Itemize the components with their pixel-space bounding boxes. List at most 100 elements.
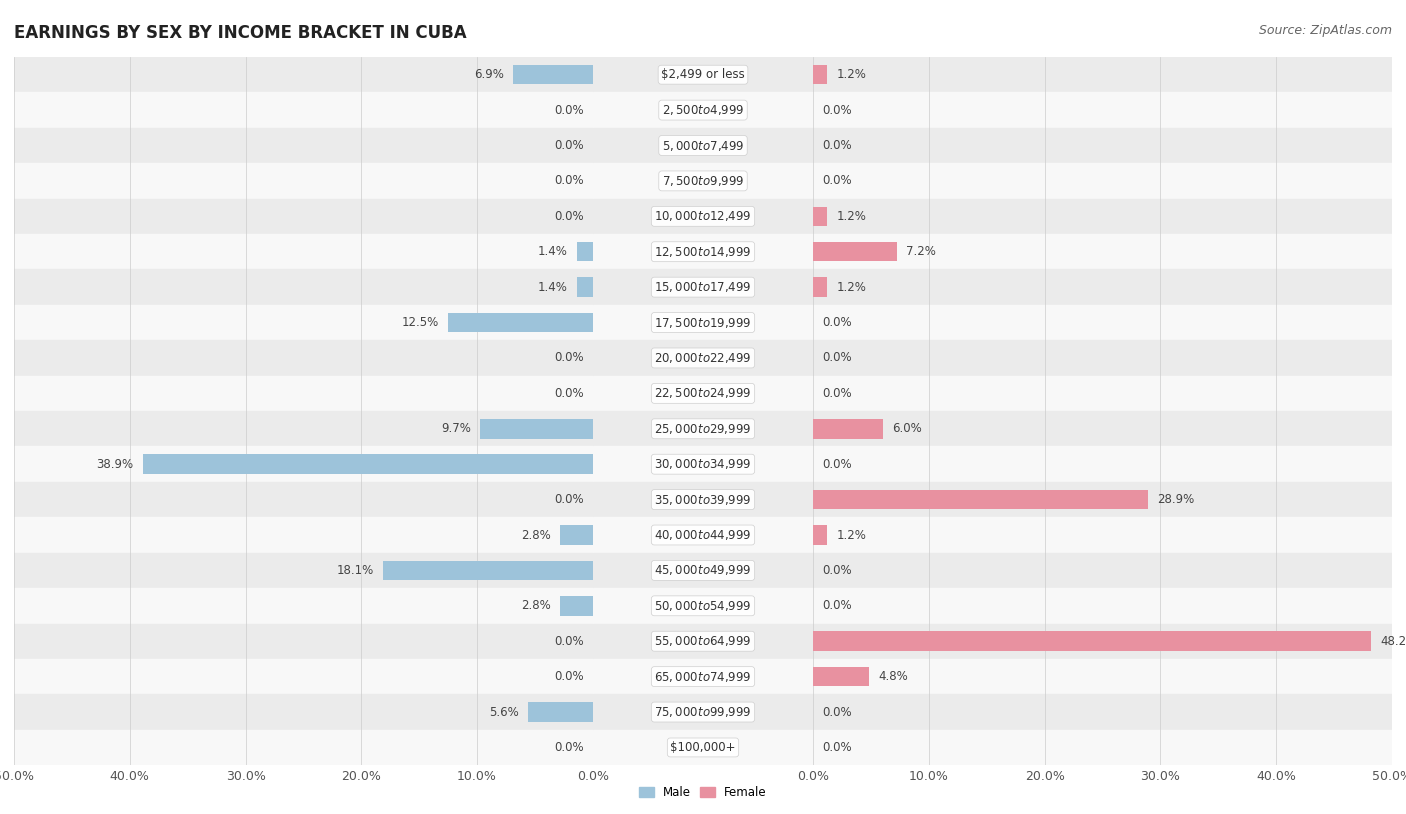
Bar [813, 490, 1147, 510]
Bar [813, 65, 827, 85]
Bar [14, 199, 593, 234]
Text: 1.2%: 1.2% [837, 528, 866, 541]
Text: 0.0%: 0.0% [554, 103, 583, 116]
Bar [14, 304, 593, 340]
Bar [14, 92, 593, 128]
Bar [14, 128, 593, 163]
Text: 12.5%: 12.5% [402, 316, 439, 329]
Bar [593, 518, 813, 553]
Bar [14, 694, 593, 730]
Bar [561, 525, 593, 545]
Text: 0.0%: 0.0% [554, 635, 583, 648]
Bar [813, 694, 1392, 730]
Text: 2.8%: 2.8% [522, 528, 551, 541]
Text: $22,500 to $24,999: $22,500 to $24,999 [654, 387, 752, 400]
Bar [593, 730, 813, 765]
Bar [813, 57, 1392, 92]
Bar [481, 419, 593, 439]
Bar [593, 163, 813, 199]
Text: $40,000 to $44,999: $40,000 to $44,999 [654, 528, 752, 542]
Bar [14, 553, 593, 588]
Text: $10,000 to $12,499: $10,000 to $12,499 [654, 209, 752, 223]
Text: 0.0%: 0.0% [554, 741, 583, 754]
Bar [593, 624, 813, 659]
Bar [593, 92, 813, 128]
Text: 2.8%: 2.8% [522, 599, 551, 612]
Bar [449, 313, 593, 332]
Text: 0.0%: 0.0% [823, 316, 852, 329]
Bar [14, 624, 593, 659]
Bar [593, 199, 813, 234]
Text: 0.0%: 0.0% [554, 387, 583, 400]
Bar [593, 234, 813, 269]
Bar [14, 163, 593, 199]
Bar [813, 234, 1392, 269]
Bar [576, 242, 593, 261]
Text: 1.4%: 1.4% [537, 245, 567, 258]
Bar [14, 446, 593, 482]
Text: 0.0%: 0.0% [823, 741, 852, 754]
Text: $15,000 to $17,499: $15,000 to $17,499 [654, 280, 752, 294]
Bar [813, 92, 1392, 128]
Text: 18.1%: 18.1% [337, 564, 374, 577]
Bar [576, 278, 593, 297]
Text: EARNINGS BY SEX BY INCOME BRACKET IN CUBA: EARNINGS BY SEX BY INCOME BRACKET IN CUB… [14, 24, 467, 42]
Bar [813, 199, 1392, 234]
Text: 0.0%: 0.0% [554, 139, 583, 152]
Text: 1.4%: 1.4% [537, 281, 567, 294]
Text: 28.9%: 28.9% [1157, 493, 1194, 506]
Bar [14, 375, 593, 411]
Text: 0.0%: 0.0% [823, 387, 852, 400]
Text: 0.0%: 0.0% [554, 210, 583, 223]
Bar [813, 207, 827, 226]
Text: 0.0%: 0.0% [823, 706, 852, 719]
Bar [813, 632, 1371, 651]
Text: 0.0%: 0.0% [554, 174, 583, 187]
Text: $30,000 to $34,999: $30,000 to $34,999 [654, 457, 752, 471]
Text: 1.2%: 1.2% [837, 210, 866, 223]
Bar [813, 525, 827, 545]
Text: Source: ZipAtlas.com: Source: ZipAtlas.com [1258, 24, 1392, 37]
Text: 0.0%: 0.0% [823, 564, 852, 577]
Bar [813, 278, 827, 297]
Bar [813, 446, 1392, 482]
Bar [14, 659, 593, 694]
Text: $35,000 to $39,999: $35,000 to $39,999 [654, 492, 752, 506]
Bar [813, 624, 1392, 659]
Bar [14, 57, 593, 92]
Text: $12,500 to $14,999: $12,500 to $14,999 [654, 245, 752, 259]
Bar [813, 269, 1392, 304]
Text: 0.0%: 0.0% [823, 457, 852, 470]
Bar [14, 269, 593, 304]
Text: 0.0%: 0.0% [823, 174, 852, 187]
Text: 38.9%: 38.9% [96, 457, 134, 470]
Bar [813, 482, 1392, 518]
Legend: Male, Female: Male, Female [634, 781, 772, 804]
Bar [14, 411, 593, 446]
Bar [593, 659, 813, 694]
Bar [14, 340, 593, 375]
Bar [813, 588, 1392, 624]
Bar [513, 65, 593, 85]
Text: 4.8%: 4.8% [877, 670, 908, 683]
Bar [813, 242, 897, 261]
Text: $20,000 to $22,499: $20,000 to $22,499 [654, 351, 752, 365]
Bar [813, 375, 1392, 411]
Text: 1.2%: 1.2% [837, 68, 866, 81]
Bar [593, 553, 813, 588]
Bar [14, 730, 593, 765]
Text: $7,500 to $9,999: $7,500 to $9,999 [662, 174, 744, 188]
Bar [14, 482, 593, 518]
Text: $50,000 to $54,999: $50,000 to $54,999 [654, 599, 752, 613]
Bar [813, 128, 1392, 163]
Text: $17,500 to $19,999: $17,500 to $19,999 [654, 316, 752, 330]
Text: $100,000+: $100,000+ [671, 741, 735, 754]
Text: $75,000 to $99,999: $75,000 to $99,999 [654, 705, 752, 719]
Text: $45,000 to $49,999: $45,000 to $49,999 [654, 563, 752, 577]
Text: 7.2%: 7.2% [905, 245, 936, 258]
Bar [593, 482, 813, 518]
Bar [593, 694, 813, 730]
Bar [529, 702, 593, 722]
Bar [813, 340, 1392, 375]
Bar [813, 163, 1392, 199]
